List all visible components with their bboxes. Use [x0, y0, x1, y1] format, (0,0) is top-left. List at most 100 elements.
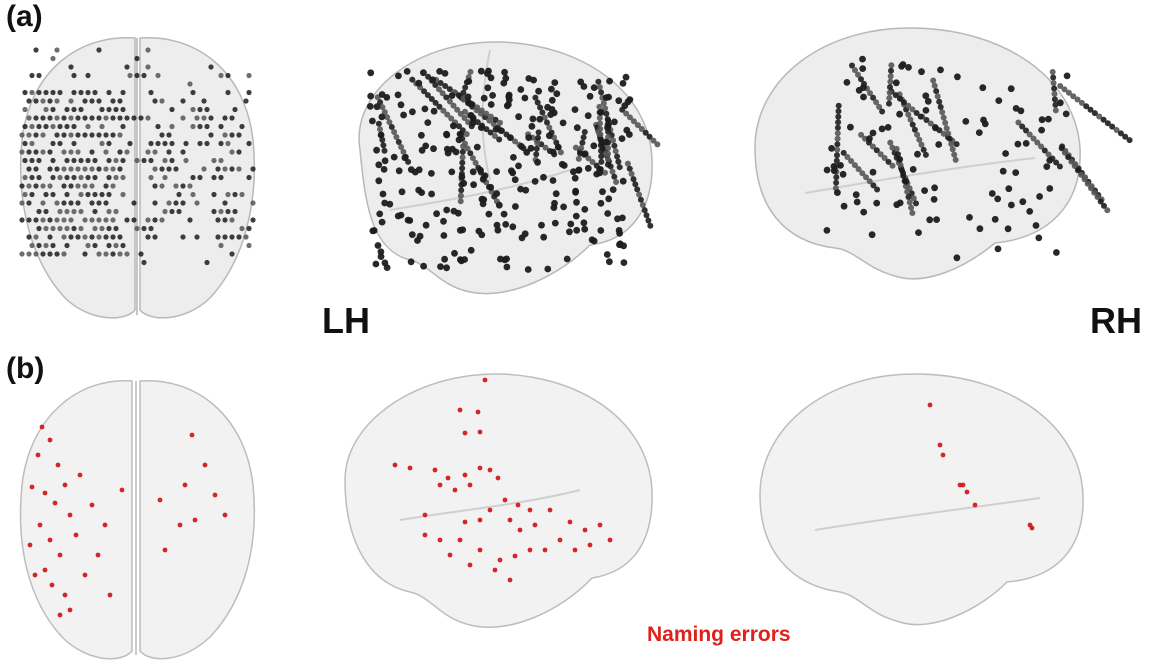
- marker-dot: [523, 148, 531, 156]
- marker-dot: [54, 200, 60, 206]
- marker-dot: [1097, 198, 1104, 205]
- marker-dot: [887, 78, 894, 85]
- marker-dot: [103, 115, 109, 121]
- marker-dot: [433, 210, 440, 218]
- marker-dot: [597, 109, 605, 116]
- marker-dot: [886, 89, 893, 96]
- marker-dot: [650, 137, 657, 144]
- marker-dot: [549, 177, 557, 184]
- marker-dot: [222, 217, 228, 223]
- marker-dot: [551, 219, 559, 227]
- marker-dot: [448, 168, 456, 176]
- marker-dot: [915, 229, 922, 237]
- marker-dot: [858, 131, 865, 138]
- marker-dot: [922, 92, 930, 100]
- marker-dot: [934, 93, 941, 100]
- marker-dot: [869, 168, 877, 176]
- marker-dot: [840, 202, 848, 210]
- marker-dot: [580, 219, 588, 227]
- marker-dot: [47, 149, 53, 155]
- marker-dot: [888, 62, 895, 69]
- marker-dot: [159, 132, 165, 138]
- marker-dot: [33, 149, 39, 155]
- marker-dot: [447, 552, 453, 558]
- marker-dot: [250, 200, 256, 206]
- marker-dot: [868, 231, 876, 239]
- marker-dot: [61, 183, 67, 189]
- marker-dot: [454, 209, 462, 217]
- marker-dot: [239, 123, 245, 130]
- marker-dot: [475, 409, 481, 415]
- marker-dot: [994, 195, 1002, 203]
- marker-dot: [89, 132, 95, 138]
- marker-dot: [117, 166, 123, 172]
- marker-dot: [85, 123, 91, 130]
- marker-dot: [463, 131, 470, 138]
- marker-dot: [29, 157, 35, 164]
- marker-dot: [534, 158, 541, 166]
- marker-dot: [47, 98, 53, 104]
- marker-dot: [75, 183, 81, 189]
- marker-dot: [180, 98, 186, 104]
- marker-dot: [26, 234, 32, 240]
- marker-dot: [848, 158, 855, 164]
- marker-dot: [250, 166, 256, 172]
- marker-dot: [106, 157, 112, 164]
- marker-dot: [43, 208, 49, 215]
- marker-dot: [194, 115, 200, 121]
- marker-dot: [55, 462, 61, 468]
- marker-dot: [78, 174, 84, 181]
- marker-dot: [621, 102, 629, 110]
- marker-dot: [225, 89, 231, 96]
- marker-dot: [951, 151, 958, 158]
- marker-dot: [573, 198, 580, 206]
- marker-dot: [544, 119, 550, 126]
- marker-dot: [85, 191, 91, 198]
- marker-dot: [1091, 110, 1098, 117]
- marker-dot: [549, 148, 557, 156]
- marker-dot: [50, 242, 56, 249]
- marker-dot: [437, 482, 443, 488]
- marker-dot: [487, 183, 495, 191]
- marker-dot: [43, 242, 49, 249]
- marker-dot: [448, 92, 456, 99]
- marker-dot: [229, 149, 235, 155]
- marker-dot: [415, 79, 423, 87]
- marker-dot: [120, 191, 126, 198]
- brain-top-view-errors: [19, 380, 256, 660]
- marker-dot: [243, 234, 249, 240]
- marker-dot: [386, 119, 393, 126]
- marker-dot: [27, 542, 33, 548]
- marker-dot: [630, 176, 637, 183]
- marker-dot: [606, 258, 613, 266]
- marker-dot: [422, 512, 428, 518]
- marker-dot: [1045, 151, 1052, 158]
- marker-dot: [89, 166, 95, 172]
- marker-dot: [930, 77, 937, 84]
- marker-dot: [542, 547, 548, 553]
- marker-dot: [849, 62, 855, 69]
- marker-dot: [557, 537, 563, 543]
- marker-dot: [1061, 149, 1068, 156]
- marker-dot: [169, 123, 175, 130]
- marker-dot: [19, 183, 25, 189]
- marker-dot: [460, 143, 466, 150]
- marker-dot: [204, 259, 210, 266]
- marker-dot: [1122, 133, 1129, 140]
- marker-dot: [22, 106, 28, 113]
- marker-dot: [40, 115, 46, 121]
- marker-dot: [119, 487, 125, 493]
- marker-dot: [493, 168, 500, 176]
- marker-dot: [489, 92, 496, 99]
- marker-dot: [432, 99, 439, 106]
- marker-dot: [33, 98, 39, 104]
- marker-dot: [204, 140, 210, 147]
- marker-dot: [424, 92, 431, 99]
- marker-dot: [428, 170, 435, 177]
- marker-dot: [835, 113, 842, 120]
- marker-dot: [61, 251, 67, 257]
- marker-dot: [609, 168, 616, 175]
- marker-dot: [867, 90, 873, 97]
- marker-dot: [459, 148, 466, 155]
- marker-dot: [953, 141, 960, 148]
